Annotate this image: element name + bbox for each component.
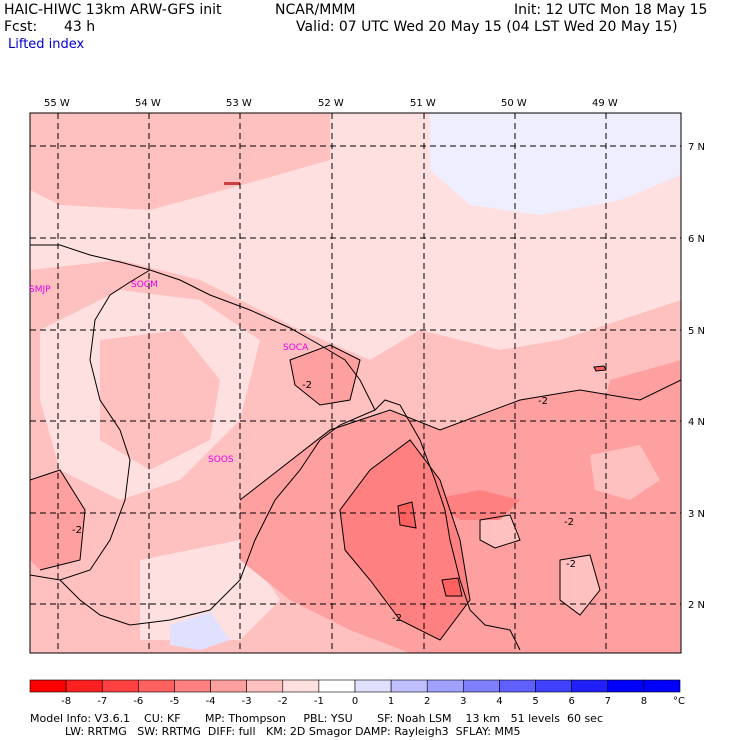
contour-label: -2	[566, 559, 576, 570]
colorbar-tick: -7	[97, 696, 107, 707]
colorbar-tick: 5	[532, 696, 538, 707]
lon-label: 50 W	[501, 98, 527, 109]
station-label: SMJP	[29, 285, 51, 295]
contour-lines	[30, 344, 681, 641]
station-label: SOCA	[283, 343, 309, 353]
contour-label: -2	[564, 517, 574, 528]
lat-lon-grid	[30, 113, 681, 653]
colorbar-swatch	[390, 679, 428, 693]
lon-label: 52 W	[318, 98, 344, 109]
colorbar-swatch	[571, 679, 609, 693]
lon-label: 55 W	[44, 98, 70, 109]
colorbar-swatch	[282, 679, 320, 693]
colorbar: -8 -7 -6 -5 -4 -3 -2 -1 0 1 2 3 4 5 6 7 8	[29, 679, 681, 707]
colorbar-swatch	[318, 679, 356, 693]
model-title: HAIC-HIWC 13km ARW-GFS init	[4, 2, 222, 18]
contour-label: -2	[72, 525, 82, 536]
colorbar-tick: 8	[641, 696, 647, 707]
colorbar-swatch	[101, 679, 139, 693]
colorbar-swatch	[210, 679, 247, 693]
valid-time: Valid: 07 UTC Wed 20 May 15 (04 LST Wed …	[296, 19, 678, 35]
colorbar-swatch	[607, 679, 645, 693]
forecast-label: Fcst:	[4, 19, 38, 35]
colorbar-tick: -4	[206, 696, 216, 707]
colorbar-tick: -2	[278, 696, 288, 707]
org-label: NCAR/MMM	[275, 2, 356, 18]
lon-label: 54 W	[135, 98, 161, 109]
lon-label: 51 W	[410, 98, 436, 109]
colorbar-swatch	[246, 679, 284, 693]
colorbar-tick: -6	[133, 696, 143, 707]
colorbar-swatch	[426, 679, 464, 693]
colorbar-swatch	[138, 679, 175, 693]
colorbar-swatch	[643, 679, 681, 693]
colorbar-swatch	[499, 679, 536, 693]
colorbar-tick: 6	[568, 696, 574, 707]
map-frame	[29, 112, 682, 654]
colorbar-tick: -3	[242, 696, 252, 707]
colorbar-swatch	[65, 679, 103, 693]
colorbar-tick: 0	[352, 696, 358, 707]
colorbar-tick: -5	[169, 696, 179, 707]
colorbar-swatch	[354, 679, 392, 693]
init-time: Init: 12 UTC Mon 18 May 15	[514, 2, 708, 18]
colorbar-tick: 3	[460, 696, 466, 707]
lon-label: 49 W	[592, 98, 618, 109]
shaded-field	[30, 113, 681, 653]
colorbar-swatch	[535, 679, 572, 693]
lat-label: 3 N	[688, 509, 705, 520]
colorbar-swatch	[463, 679, 500, 693]
model-info-line2: LW: RRTMG SW: RRTMG DIFF: full KM: 2D Sm…	[30, 725, 521, 738]
lat-label: 2 N	[688, 600, 705, 611]
colorbar-swatch	[174, 679, 211, 693]
colorbar-unit: °C	[673, 696, 685, 707]
contour-label: -2	[392, 613, 402, 624]
colorbar-tick: 1	[388, 696, 394, 707]
colorbar-tick: 7	[605, 696, 611, 707]
colorbar-swatch	[29, 679, 67, 693]
contour-label: -2	[302, 380, 312, 391]
lat-label: 6 N	[688, 234, 705, 245]
lat-label: 5 N	[688, 326, 705, 337]
colorbar-tick: -8	[61, 696, 71, 707]
forecast-hours: 43 h	[64, 19, 96, 35]
model-info-line1: Model Info: V3.6.1 CU: KF MP: Thompson P…	[30, 712, 603, 725]
contour-label: -2	[538, 396, 548, 407]
station-label: SOCM	[131, 280, 158, 290]
coastline-borders	[30, 244, 521, 651]
lat-label: 4 N	[688, 417, 705, 428]
colorbar-tick: 2	[424, 696, 430, 707]
colorbar-tick: -1	[314, 696, 324, 707]
station-label: SOOS	[208, 455, 234, 465]
field-name: Lifted index	[8, 37, 85, 52]
lon-label: 53 W	[226, 98, 252, 109]
lat-label: 7 N	[688, 142, 705, 153]
colorbar-tick: 4	[496, 696, 502, 707]
